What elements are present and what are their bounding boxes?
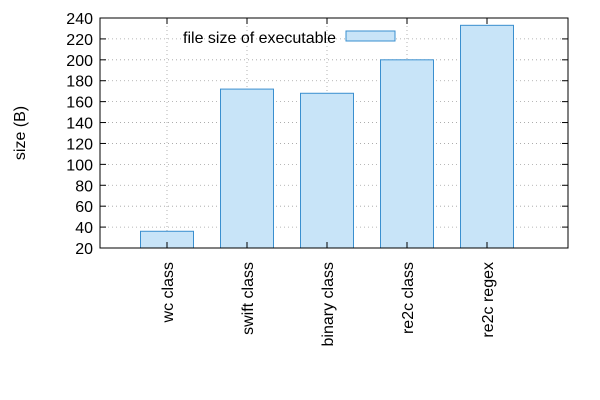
y-tick-label: 20: [75, 241, 93, 258]
y-tick-label: 200: [66, 53, 93, 70]
y-tick-label: 80: [75, 178, 93, 195]
y-axis-ticks: 20 40 60 80 100 120 140 160 180 200 220 240: [66, 11, 568, 258]
x-tick-label: re2c regex: [480, 262, 497, 338]
y-tick-label: 100: [66, 157, 93, 174]
x-tick-label: swift class: [240, 262, 257, 335]
y-tick-label: 240: [66, 11, 93, 28]
legend-swatch: [345, 30, 396, 42]
x-axis-ticks: wc class swift class binary class re2c clas…: [160, 18, 497, 346]
y-tick-label: 120: [66, 136, 93, 153]
bar: [300, 92, 354, 249]
y-axis-label: size (B): [12, 106, 29, 160]
bars: [140, 24, 514, 249]
x-tick-label: wc class: [160, 262, 177, 323]
y-tick-label: 180: [66, 74, 93, 91]
y-tick-label: 160: [66, 95, 93, 112]
y-tick-label: 40: [75, 220, 93, 237]
y-tick-label: 60: [75, 199, 93, 216]
plot-frame: [99, 17, 569, 249]
y-tick-label: 220: [66, 32, 93, 49]
legend-label: file size of executable: [183, 30, 336, 47]
y-tick-label: 140: [66, 116, 93, 133]
bar: [460, 24, 514, 249]
bar: [380, 59, 434, 249]
bar: [220, 88, 274, 249]
legend: file size of executable: [183, 30, 396, 47]
x-tick-label: binary class: [320, 262, 337, 346]
x-tick-label: re2c class: [400, 262, 417, 334]
